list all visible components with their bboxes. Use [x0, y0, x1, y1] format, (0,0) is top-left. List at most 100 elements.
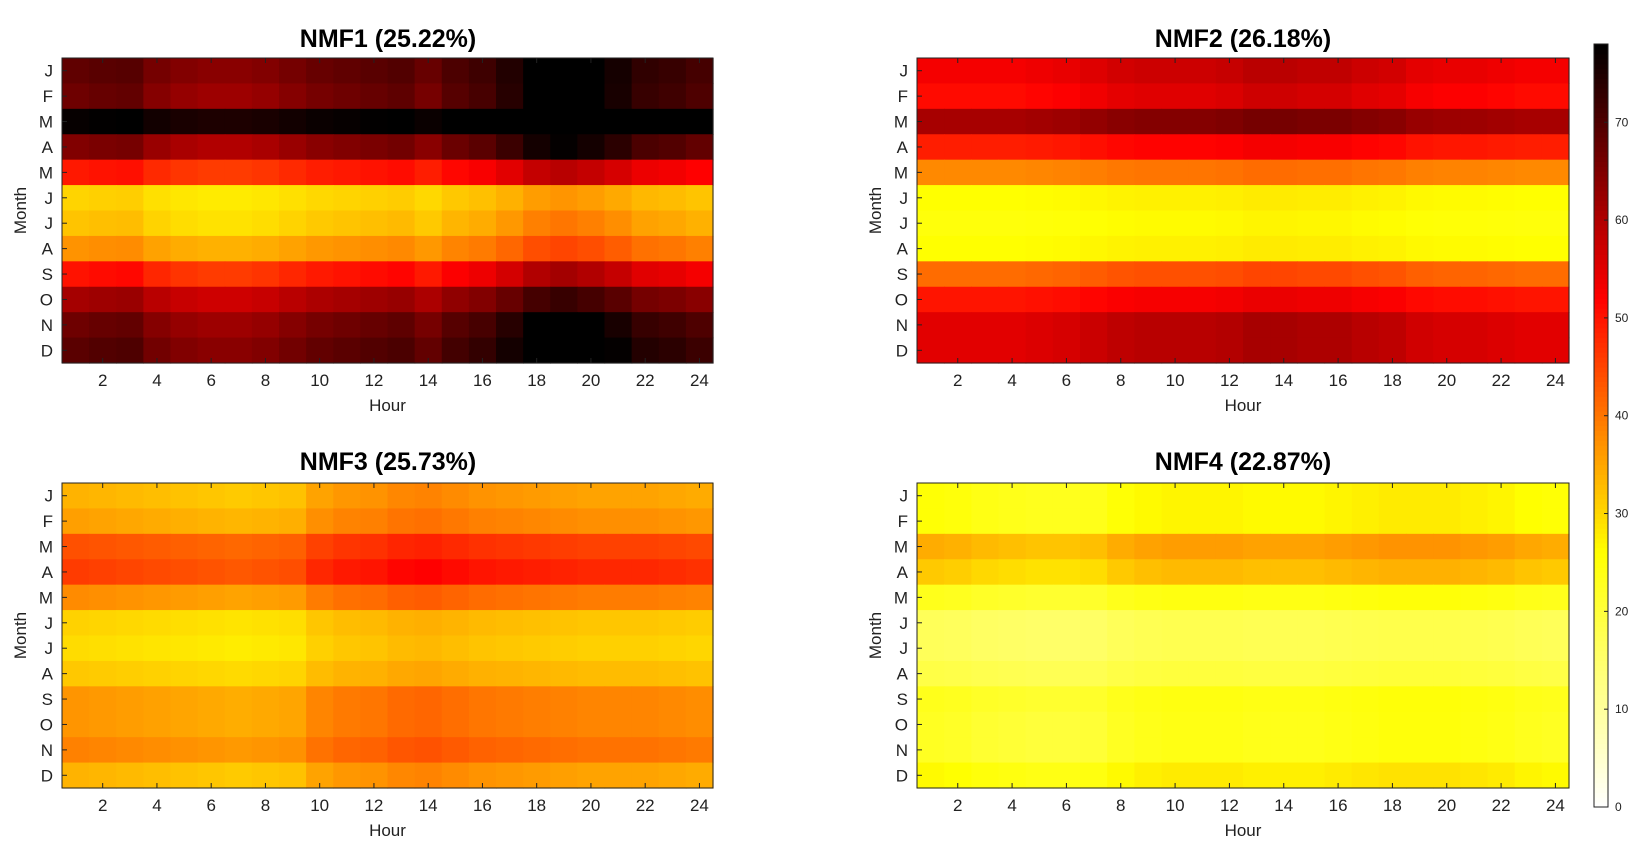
heatmap-cell	[1514, 635, 1543, 662]
heatmap-cell	[604, 159, 633, 186]
x-tick-label: 24	[690, 796, 709, 815]
x-tick-label: 24	[1546, 371, 1565, 390]
colorbar-tick-label: 0	[1615, 800, 1622, 814]
heatmap-cell	[170, 286, 199, 313]
heatmap-cell	[1270, 533, 1298, 560]
x-tick-label: 24	[690, 371, 709, 390]
heatmap-cell	[197, 559, 226, 586]
heatmap-cell	[1406, 108, 1434, 135]
heatmap-cell	[1460, 210, 1489, 237]
heatmap-cell	[1351, 108, 1380, 135]
y-tick-label: M	[39, 588, 53, 607]
y-tick-label: M	[894, 538, 908, 557]
heatmap-cell	[1052, 185, 1081, 212]
colorbar-step	[1594, 229, 1608, 236]
heatmap-cell	[496, 610, 524, 637]
heatmap-cell	[224, 610, 253, 637]
heatmap-cell	[1460, 261, 1489, 288]
heatmap-cell	[468, 312, 497, 339]
heatmap-cell	[971, 83, 1000, 110]
colorbar-step	[1594, 772, 1608, 779]
heatmap-cell	[1433, 686, 1461, 713]
heatmap-cell	[1188, 762, 1217, 789]
heatmap-cell	[1514, 737, 1543, 764]
heatmap-cell	[971, 261, 1000, 288]
heatmap-cell	[441, 185, 470, 212]
heatmap-cell	[577, 108, 606, 135]
heatmap-cell	[1487, 312, 1516, 339]
y-tick-label: N	[896, 316, 908, 335]
heatmap-cell	[1243, 559, 1271, 586]
heatmap-cell	[1243, 312, 1271, 339]
heatmap-cell	[998, 584, 1027, 611]
heatmap-cell	[441, 584, 470, 611]
heatmap-cell	[224, 210, 253, 237]
heatmap-cell	[89, 134, 117, 161]
heatmap-cell	[441, 134, 470, 161]
heatmap-cell	[1487, 159, 1516, 186]
heatmap-cell	[658, 508, 687, 535]
heatmap-cell	[89, 286, 117, 313]
heatmap-cell	[604, 261, 633, 288]
heatmap-cell	[658, 711, 687, 738]
x-tick-label: 18	[527, 796, 546, 815]
heatmap-cell	[1378, 185, 1407, 212]
heatmap-cell	[1270, 635, 1298, 662]
heatmap-cell	[1433, 737, 1461, 764]
heatmap-cell	[604, 134, 633, 161]
heatmap-cell	[1243, 261, 1271, 288]
heatmap-cell	[1243, 58, 1271, 85]
heatmap-cell	[360, 584, 389, 611]
heatmap-cell	[1487, 508, 1516, 535]
heatmap-cell	[197, 108, 226, 135]
heatmap-cell	[1460, 185, 1489, 212]
y-axis-label: Month	[866, 187, 885, 234]
colorbar-step	[1594, 679, 1608, 686]
y-tick-label: S	[42, 265, 53, 284]
heatmap-cell	[631, 508, 660, 535]
heatmap-cell	[414, 108, 443, 135]
heatmap-cell	[1514, 483, 1543, 510]
heatmap-cell	[197, 584, 226, 611]
heatmap-cell	[306, 312, 334, 339]
heatmap-cell	[224, 286, 253, 313]
heatmap-cell	[414, 235, 443, 262]
heatmap-cell	[1514, 58, 1543, 85]
heatmap-cell	[944, 108, 972, 135]
heatmap-cell	[333, 185, 361, 212]
heatmap-cell	[998, 508, 1027, 535]
heatmap-cell	[523, 210, 551, 237]
heatmap-cell	[1406, 159, 1434, 186]
heatmap-cell	[1243, 235, 1271, 262]
heatmap-cell	[306, 286, 334, 313]
heatmap-cell	[1487, 261, 1516, 288]
heatmap-cell	[170, 686, 199, 713]
heatmap-cell	[333, 610, 361, 637]
heatmap-cell	[224, 83, 253, 110]
heatmap-cell	[577, 286, 606, 313]
heatmap-cell	[116, 312, 144, 339]
heatmap-cell	[1080, 635, 1108, 662]
y-tick-label: A	[897, 563, 909, 582]
heatmap-cell	[387, 737, 416, 764]
heatmap-cells	[62, 483, 714, 789]
colorbar-step	[1594, 537, 1608, 544]
heatmap-cell	[197, 610, 226, 637]
x-tick-label: 12	[364, 371, 383, 390]
heatmap-cell	[631, 134, 660, 161]
heatmap-cell	[387, 159, 416, 186]
heatmap-cell	[604, 737, 633, 764]
heatmap-cell	[224, 337, 253, 364]
heatmap-cell	[1080, 610, 1108, 637]
y-axis-label: Month	[11, 187, 30, 234]
x-tick-label: 10	[1166, 371, 1185, 390]
heatmap-cell	[1188, 261, 1217, 288]
heatmap-cell	[1052, 660, 1081, 687]
y-tick-label: M	[39, 538, 53, 557]
x-tick-label: 12	[1220, 371, 1239, 390]
heatmap-cell	[631, 660, 660, 687]
heatmap-cell	[1188, 584, 1217, 611]
heatmap-cell	[1052, 533, 1081, 560]
heatmap-cell	[1243, 185, 1271, 212]
heatmap-cell	[1161, 584, 1190, 611]
